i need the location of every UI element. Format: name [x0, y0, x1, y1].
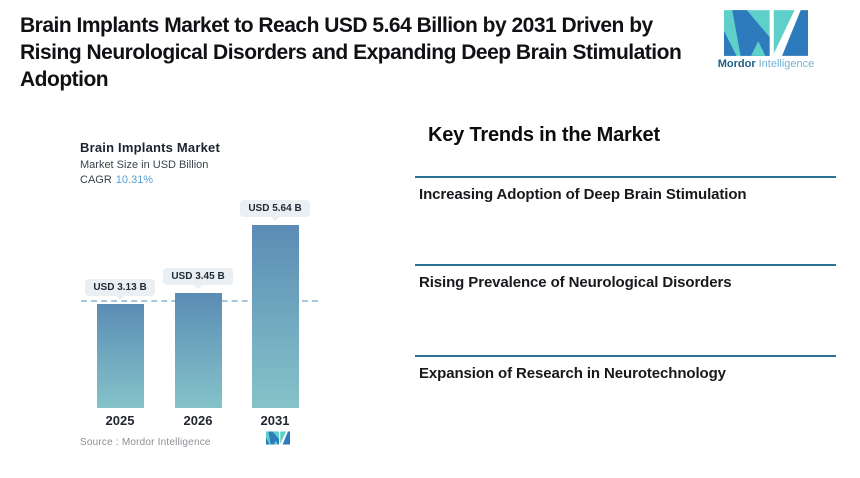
trend-divider: [415, 264, 836, 266]
brand-name-light: Intelligence: [758, 58, 815, 70]
chart-cagr: CAGR 10.31%: [80, 174, 153, 186]
page-title-line: Rising Neurological Disorders and Expand…: [20, 41, 682, 64]
brand-logo: Mordor Intelligence: [716, 10, 816, 70]
bar-group-2025: USD 3.13 B: [80, 200, 160, 408]
trend-label: Increasing Adoption of Deep Brain Stimul…: [419, 186, 747, 203]
x-axis-label-2025: 2025: [105, 413, 135, 428]
trend-item: Increasing Adoption of Deep Brain Stimul…: [415, 176, 836, 203]
brand-name-bold: Mordor: [717, 58, 756, 70]
trend-divider: [415, 176, 836, 178]
bar-value-label: USD 5.64 B: [240, 200, 310, 217]
trend-item: Expansion of Research in Neurotechnology: [415, 355, 836, 382]
brand-name: Mordor Intelligence: [718, 58, 815, 70]
page-title-line: Adoption: [20, 68, 109, 91]
cagr-value: 10.31%: [115, 174, 154, 186]
trend-label: Expansion of Research in Neurotechnology: [419, 365, 726, 382]
trend-item: Rising Prevalence of Neurological Disord…: [415, 264, 836, 291]
mordor-intelligence-logo-icon: [724, 10, 808, 56]
x-axis-label-2026: 2026: [183, 413, 213, 428]
x-axis-label-2031: 2031: [260, 413, 290, 428]
page-title: Brain Implants Market to Reach USD 5.64 …: [20, 12, 720, 93]
page-title-line: Brain Implants Market to Reach USD 5.64 …: [20, 14, 653, 37]
bar-2031: [251, 225, 299, 408]
bar-group-2026: USD 3.45 B: [158, 200, 238, 408]
cagr-label: CAGR: [80, 174, 112, 186]
trends-heading: Key Trends in the Market: [428, 124, 660, 146]
bar-2026: [174, 293, 222, 408]
bar-value-label: USD 3.13 B: [85, 279, 155, 296]
bar-value-label: USD 3.45 B: [163, 268, 233, 285]
mordor-mini-logo-icon: [266, 431, 290, 445]
bar-group-2031: USD 5.64 B: [235, 200, 315, 408]
chart-title: Brain Implants Market: [80, 140, 221, 155]
bar-2025: [96, 304, 144, 408]
trend-label: Rising Prevalence of Neurological Disord…: [419, 274, 732, 291]
source-attribution: Source : Mordor Intelligence: [80, 437, 211, 448]
chart-subtitle: Market Size in USD Billion: [80, 159, 209, 171]
trend-divider: [415, 355, 836, 357]
